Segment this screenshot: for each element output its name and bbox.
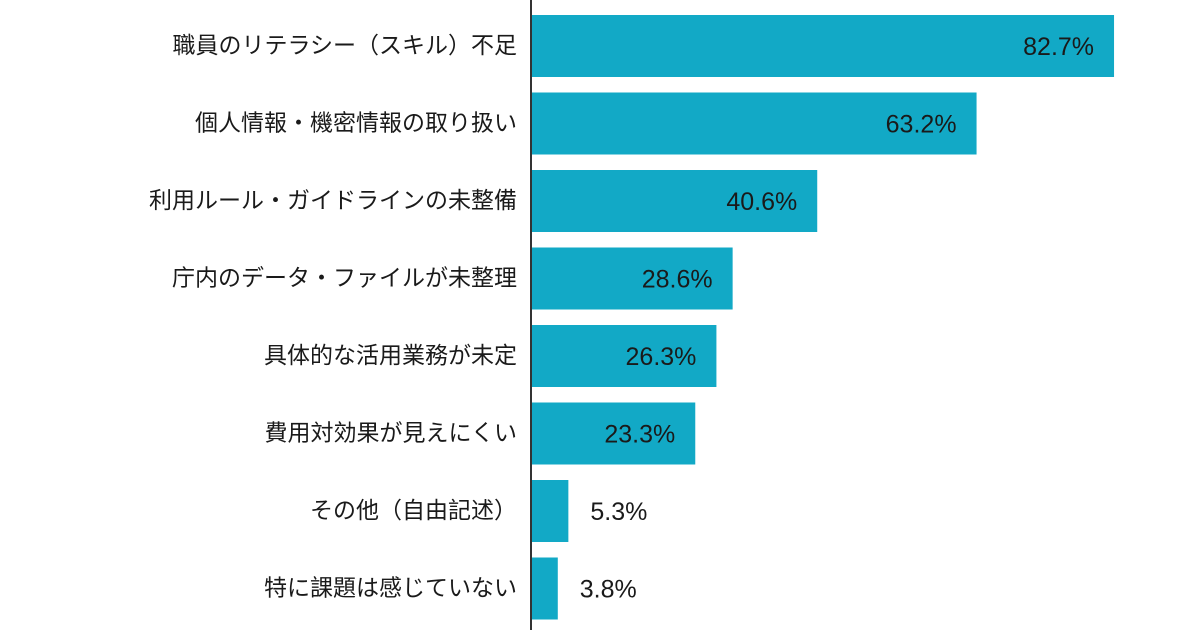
bar-6 [531, 480, 569, 542]
category-label: 具体的な活用業務が未定 [264, 343, 517, 369]
category-label: 庁内のデータ・ファイルが未整理 [172, 266, 517, 292]
value-label: 23.3% [604, 421, 675, 449]
value-label: 26.3% [626, 343, 697, 371]
category-label: その他（自由記述） [310, 498, 517, 524]
category-label: 特に課題は感じていない [264, 576, 517, 602]
bar-5 [531, 402, 696, 465]
value-label: 82.7% [1023, 33, 1094, 61]
value-label: 40.6% [726, 188, 797, 216]
value-label: 28.6% [642, 266, 713, 294]
bar-1 [531, 92, 977, 155]
category-label: 費用対効果が見えにくい [264, 421, 517, 447]
value-label: 63.2% [886, 111, 957, 139]
category-label: 利用ルール・ガイドラインの未整備 [149, 188, 517, 214]
bar-0 [531, 15, 1115, 77]
bar-4 [531, 325, 717, 387]
labels-layer: 職員のリテラシー（スキル）不足 82.7% 個人情報・機密情報の取り扱い 63.2% 利… [149, 33, 1094, 604]
bars-layer [531, 15, 1115, 620]
bar-2 [531, 170, 818, 232]
category-label: 個人情報・機密情報の取り扱い [195, 111, 517, 137]
value-label: 3.8% [580, 576, 637, 604]
category-label: 職員のリテラシー（スキル）不足 [172, 33, 517, 59]
bar-7 [531, 557, 558, 620]
bar-3 [531, 247, 733, 310]
value-label: 5.3% [590, 498, 647, 526]
